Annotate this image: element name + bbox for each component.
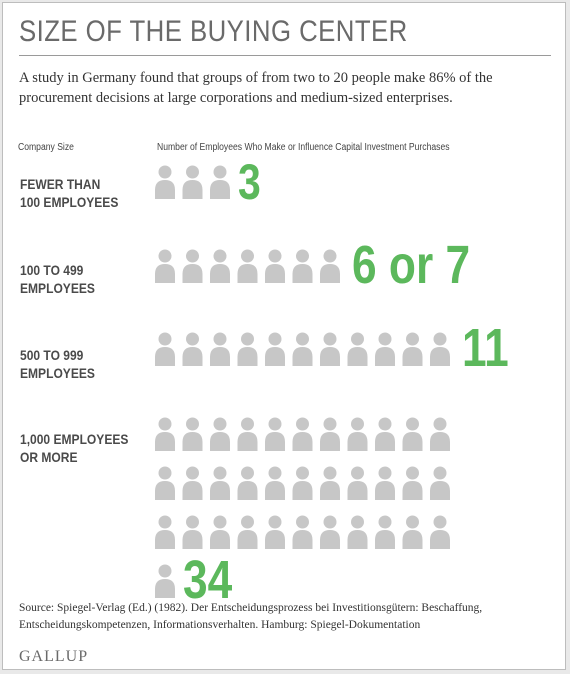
person-icon-3-31 — [402, 515, 423, 549]
person-icon-2-8 — [375, 332, 395, 366]
person-icon-3-7 — [347, 417, 368, 451]
value-label-0: 3 — [238, 154, 261, 210]
person-icon-2-1 — [182, 332, 203, 366]
person-icon-2-2 — [210, 332, 230, 366]
title-divider — [19, 55, 551, 56]
source-note: Source: Spiegel-Verlag (Ed.) (1982). Der… — [19, 602, 483, 631]
person-icon-2-0 — [155, 332, 175, 366]
gallup-logo: GALLUP — [19, 648, 89, 665]
person-icon-3-26 — [265, 515, 285, 549]
person-icon-3-12 — [182, 466, 203, 500]
person-icon-0-1 — [182, 165, 203, 199]
column-header-employees: Number of Employees Who Make or Influenc… — [157, 142, 450, 153]
person-icon-3-22 — [155, 515, 175, 549]
person-icon-3-33 — [155, 564, 175, 598]
person-icon-1-4 — [265, 249, 285, 283]
buying-center-chart: 3 6 or 7 11 34 — [155, 154, 509, 603]
person-icon-3-17 — [320, 466, 340, 500]
value-label-1: 6 or 7 — [352, 235, 470, 295]
person-icon-3-19 — [375, 466, 395, 500]
person-icon-1-0 — [155, 249, 175, 283]
person-icon-3-29 — [347, 515, 368, 549]
person-icon-3-18 — [347, 466, 368, 500]
row-label-under-100: FEWER THAN 100 EMPLOYEES — [20, 176, 119, 210]
person-icon-3-11 — [155, 466, 175, 500]
person-icon-2-9 — [402, 332, 423, 366]
row-label-1000-plus: 1,000 EMPLOYEES OR MORE — [20, 431, 129, 465]
person-icon-3-21 — [430, 466, 450, 500]
person-icon-3-27 — [292, 515, 313, 549]
person-icon-1-6 — [320, 249, 340, 283]
value-label-2: 11 — [462, 318, 509, 378]
column-header-company-size: Company Size — [18, 142, 74, 153]
person-icon-2-5 — [292, 332, 313, 366]
person-icon-3-10 — [430, 417, 450, 451]
person-icon-3-25 — [237, 515, 258, 549]
person-icon-3-15 — [265, 466, 285, 500]
person-icon-3-9 — [402, 417, 423, 451]
value-label-3: 34 — [183, 550, 233, 603]
person-icon-3-0 — [155, 417, 175, 451]
page-title: SIZE OF THE BUYING CENTER — [19, 15, 408, 48]
person-icon-1-3 — [237, 249, 258, 283]
person-icon-1-5 — [292, 249, 313, 283]
intro-text: A study in Germany found that groups of … — [19, 70, 493, 106]
person-icon-3-8 — [375, 417, 395, 451]
person-icon-2-10 — [430, 332, 450, 366]
person-icon-2-3 — [237, 332, 258, 366]
person-icon-3-13 — [210, 466, 230, 500]
person-icon-3-16 — [292, 466, 313, 500]
person-icon-2-7 — [347, 332, 368, 366]
person-icon-2-6 — [320, 332, 340, 366]
person-icon-3-20 — [402, 466, 423, 500]
person-icon-0-0 — [155, 165, 175, 199]
person-icon-3-24 — [210, 515, 230, 549]
person-icon-3-5 — [292, 417, 313, 451]
person-icon-3-2 — [210, 417, 230, 451]
row-label-100-499: 100 TO 499 EMPLOYEES — [20, 262, 95, 296]
person-icon-1-2 — [210, 249, 230, 283]
person-icon-3-6 — [320, 417, 340, 451]
person-icon-3-28 — [320, 515, 340, 549]
person-icon-3-3 — [237, 417, 258, 451]
person-icon-0-2 — [210, 165, 230, 199]
person-icon-2-4 — [265, 332, 285, 366]
row-label-500-999: 500 TO 999 EMPLOYEES — [20, 347, 95, 381]
person-icon-3-23 — [182, 515, 203, 549]
person-icon-3-32 — [430, 515, 450, 549]
person-icon-3-14 — [237, 466, 258, 500]
person-icon-3-4 — [265, 417, 285, 451]
person-icon-1-1 — [182, 249, 203, 283]
person-icon-3-30 — [375, 515, 395, 549]
person-icon-3-1 — [182, 417, 203, 451]
